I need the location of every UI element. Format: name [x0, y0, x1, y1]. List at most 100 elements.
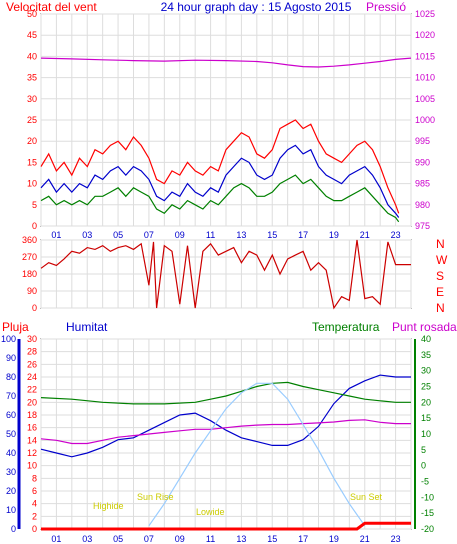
rain-tick-label: 20 [27, 397, 37, 407]
pressure-axis-title: Pressió [366, 0, 406, 14]
climate-hour-label: 21 [360, 534, 370, 544]
climate-hour-label: 09 [175, 534, 185, 544]
pressure-tick-label: 980 [415, 200, 430, 210]
pressure-tick-label: 1010 [415, 73, 435, 83]
climate-hour-label: 05 [113, 534, 123, 544]
temperature-tick-label: 25 [421, 382, 431, 392]
wind-hour-label: 11 [206, 230, 215, 240]
graph-title: 24 hour graph day : 15 Agosto 2015 [161, 0, 352, 14]
humidity-tick-label: 60 [6, 410, 16, 420]
wind-hour-label: 09 [175, 230, 185, 240]
compass-label: W [436, 253, 448, 267]
rain-tick-label: 8 [32, 473, 37, 483]
pressure-tick-label: 990 [415, 157, 430, 167]
temperature-tick-label: 35 [421, 350, 431, 360]
wind-hour-label: 01 [51, 230, 61, 240]
rain-tick-label: 12 [27, 448, 37, 458]
pressure-tick-label: 1005 [415, 94, 435, 104]
rain-tick-label: 18 [27, 410, 37, 420]
rain-tick-label: 10 [27, 461, 37, 471]
direction-tick-label: 360 [22, 235, 37, 245]
wind-gust-series [40, 119, 400, 214]
annotation-sunrise: Sun Rise [137, 492, 174, 502]
humidity-tick-label: 100 [1, 334, 16, 344]
direction-tick-label: 180 [22, 269, 37, 279]
wind-tick-label: 10 [27, 179, 37, 189]
compass-label: N [436, 237, 445, 251]
rain-tick-label: 28 [27, 347, 37, 357]
climate-hour-label: 19 [329, 534, 339, 544]
temperature-tick-label: 5 [421, 445, 426, 455]
wind-tick-label: 40 [27, 51, 37, 61]
dewpoint-axis-title: Punt rosada [392, 320, 457, 334]
wind-hour-label: 03 [82, 230, 92, 240]
rain-tick-label: 4 [32, 499, 37, 509]
humidity-series [40, 374, 411, 458]
temperature-tick-label: 40 [421, 334, 431, 344]
annotation-highide: Highide [93, 501, 124, 511]
pressure-tick-label: 1015 [415, 51, 435, 61]
humidity-tick-label: 90 [6, 353, 16, 363]
temperature-tick-label: 10 [421, 429, 431, 439]
wind-hour-label: 05 [113, 230, 123, 240]
wind-speed-series [40, 174, 400, 223]
humidity-tick-label: 80 [6, 372, 16, 382]
wind-tick-label: 15 [27, 157, 37, 167]
rain-tick-label: 0 [32, 524, 37, 534]
wind-tick-label: 45 [27, 30, 37, 40]
pressure-tick-label: 1025 [415, 9, 435, 19]
direction-tick-label: 0 [32, 303, 37, 313]
wind-tick-label: 35 [27, 73, 37, 83]
temperature-series [40, 381, 411, 405]
wind-tick-label: 50 [27, 9, 37, 19]
solar-series [148, 382, 366, 527]
wind-tick-label: 30 [27, 94, 37, 104]
wind-hour-label: 17 [298, 230, 308, 240]
pressure-series [40, 57, 412, 68]
wind-tick-label: 0 [32, 221, 37, 231]
humidity-tick-label: 10 [6, 505, 16, 515]
direction-tick-label: 270 [22, 252, 37, 262]
wind-average-series [40, 144, 400, 218]
annotation-lowide: Lowide [196, 507, 225, 517]
humidity-tick-label: 20 [6, 486, 16, 496]
humidity-tick-label: 40 [6, 448, 16, 458]
rain-tick-label: 30 [27, 334, 37, 344]
wind-hour-label: 21 [360, 230, 370, 240]
pressure-tick-label: 985 [415, 179, 430, 189]
climate-hour-label: 07 [144, 534, 154, 544]
rain-tick-label: 6 [32, 486, 37, 496]
rain-tick-label: 14 [27, 435, 37, 445]
wind-tick-label: 5 [32, 200, 37, 210]
rain-tick-label: 22 [27, 385, 37, 395]
wind-tick-label: 20 [27, 136, 37, 146]
temperature-tick-label: -5 [421, 477, 429, 487]
wind-hour-label: 13 [236, 230, 246, 240]
temperature-tick-label: -20 [421, 524, 434, 534]
humidity-axis-title: Humitat [66, 320, 108, 334]
temperature-tick-label: 0 [421, 461, 426, 471]
climate-hour-label: 11 [206, 534, 215, 544]
humidity-tick-label: 30 [6, 467, 16, 477]
climate-hour-label: 03 [82, 534, 92, 544]
annotation-sunset: Sun Set [350, 492, 383, 502]
compass-label: N [436, 301, 445, 315]
wind-direction-series [40, 239, 411, 310]
climate-hour-label: 23 [391, 534, 401, 544]
pressure-tick-label: 975 [415, 221, 430, 231]
pressure-tick-label: 995 [415, 136, 430, 146]
wind-hour-label: 07 [144, 230, 154, 240]
rain-tick-label: 26 [27, 359, 37, 369]
temperature-tick-label: 30 [421, 366, 431, 376]
humidity-tick-label: 50 [6, 429, 16, 439]
wind-hour-label: 23 [391, 230, 401, 240]
humidity-tick-label: 0 [11, 524, 16, 534]
humidity-tick-label: 70 [6, 391, 16, 401]
rain-tick-label: 16 [27, 423, 37, 433]
compass-label: S [436, 269, 444, 283]
wind-hour-label: 15 [267, 230, 277, 240]
wind-hour-label: 19 [329, 230, 339, 240]
rain-series [41, 521, 411, 531]
